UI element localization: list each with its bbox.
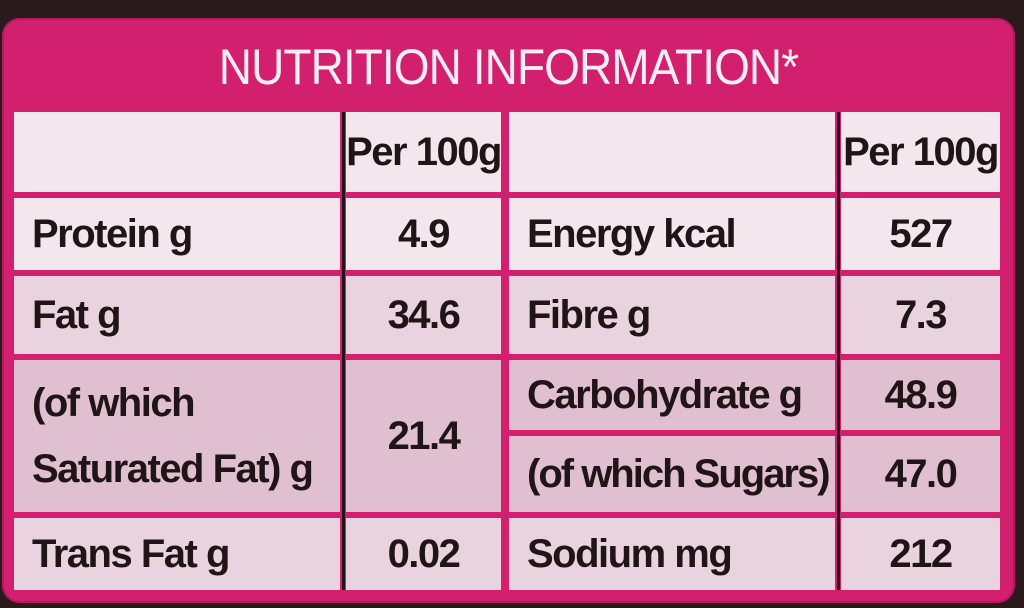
- row-sodium-label: Sodium mg: [509, 518, 835, 590]
- row-carbohydrate-label: Carbohydrate g: [509, 360, 835, 430]
- nutrition-table: Per 100g Per 100g Protein g 4.9 Fat g 34…: [14, 112, 1000, 590]
- row-saturated-fat-value: 21.4: [346, 360, 501, 512]
- row-sodium-value: 212: [841, 518, 1000, 590]
- left-header-label: [14, 112, 340, 192]
- row-protein-value: 4.9: [346, 198, 501, 270]
- right-header-value: Per 100g: [841, 112, 1000, 192]
- row-energy-value: 527: [841, 198, 1000, 270]
- row-fat-label: Fat g: [14, 276, 340, 354]
- left-header-value: Per 100g: [346, 112, 501, 192]
- saturated-fat-label-line2: Saturated Fat) g: [32, 447, 314, 491]
- right-header-label: [509, 112, 835, 192]
- row-sugars-label: (of which Sugars) g: [509, 436, 835, 512]
- right-column-divider: [837, 112, 840, 590]
- row-fibre-label: Fibre g: [509, 276, 835, 354]
- row-trans-fat-value: 0.02: [346, 518, 501, 590]
- nutrition-panel: NUTRITION INFORMATION* Per 100g Per 100g…: [2, 18, 1015, 603]
- row-fibre-value: 7.3: [841, 276, 1000, 354]
- left-column-divider: [342, 112, 345, 590]
- panel-title: NUTRITION INFORMATION*: [218, 39, 799, 95]
- row-energy-label: Energy kcal: [509, 198, 835, 270]
- row-protein-label: Protein g: [14, 198, 340, 270]
- row-fat-value: 34.6: [346, 276, 501, 354]
- row-saturated-fat-label: (of which Saturated Fat) g: [14, 360, 340, 512]
- row-trans-fat-label: Trans Fat g: [14, 518, 340, 590]
- row-sugars-value: 47.0: [841, 436, 1000, 512]
- row-carbohydrate-value: 48.9: [841, 360, 1000, 430]
- saturated-fat-label-line1: (of which: [32, 381, 196, 425]
